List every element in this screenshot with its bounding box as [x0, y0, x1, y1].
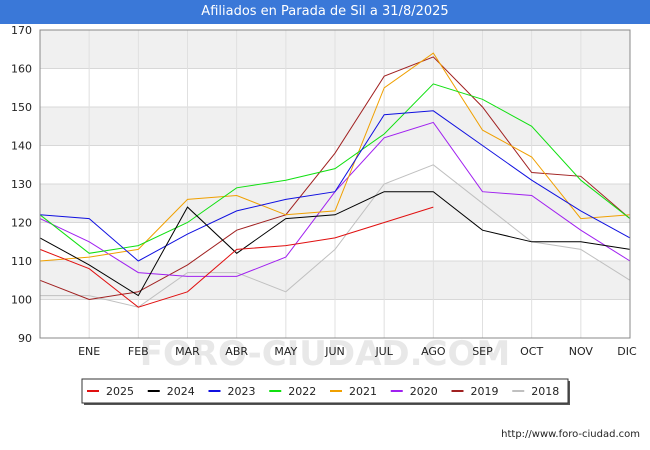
- legend: 2025 2024 2023 2022 2021 2020 2019 2018: [81, 378, 570, 405]
- series-lines: [39, 52, 631, 308]
- y-axis-ticks: 90 100 110 120 130 140 150 160 170: [11, 24, 32, 345]
- x-tick-label: NOV: [569, 345, 594, 358]
- legend-label-2018: 2018: [531, 385, 559, 398]
- series-line-2022: [39, 83, 631, 254]
- legend-label-2025: 2025: [106, 385, 134, 398]
- y-tick-label: 170: [11, 24, 32, 37]
- plot-frame: [39, 29, 631, 339]
- legend-label-2022: 2022: [288, 385, 316, 398]
- y-tick-label: 120: [11, 217, 32, 230]
- legend-box: [81, 378, 569, 404]
- y-tick-label: 160: [11, 63, 32, 76]
- y-tick-label: 100: [11, 294, 32, 307]
- y-tick-label: 130: [11, 178, 32, 191]
- x-tick-label: ENE: [78, 345, 100, 358]
- legend-label-2024: 2024: [167, 385, 195, 398]
- legend-label-2019: 2019: [471, 385, 499, 398]
- x-tick-label: SEP: [472, 345, 493, 358]
- x-tick-label: JUL: [374, 345, 393, 358]
- x-tick-label: AGO: [421, 345, 446, 358]
- x-tick-label: FEB: [128, 345, 149, 358]
- source-url: http://www.foro-ciudad.com: [501, 429, 640, 440]
- y-tick-label: 90: [18, 332, 32, 345]
- legend-label-2023: 2023: [228, 385, 256, 398]
- chart-title: Afiliados en Parada de Sil a 31/8/2025: [0, 0, 650, 24]
- x-tick-label: OCT: [520, 345, 543, 358]
- series-line-2023: [39, 110, 631, 262]
- y-tick-label: 150: [11, 101, 32, 114]
- series-line-2019: [39, 56, 631, 301]
- x-tick-label: ABR: [225, 345, 248, 358]
- x-axis-ticks: ENE FEB MAR ABR MAY JUN JUL AGO SEP OCT NOV DIC: [78, 345, 637, 358]
- y-tick-label: 110: [11, 255, 32, 268]
- series-line-2025: [39, 206, 434, 308]
- series-line-2021: [39, 52, 631, 262]
- watermark: FORO-CIUDAD.COM: [140, 334, 511, 374]
- legend-label-2021: 2021: [349, 385, 377, 398]
- series-line-2024: [39, 191, 631, 297]
- x-tick-label: MAY: [274, 345, 297, 358]
- x-tick-label: JUN: [324, 345, 345, 358]
- x-tick-label: MAR: [175, 345, 200, 358]
- legend-label-2020: 2020: [410, 385, 438, 398]
- x-tick-label: DIC: [617, 345, 637, 358]
- y-tick-label: 140: [11, 140, 32, 153]
